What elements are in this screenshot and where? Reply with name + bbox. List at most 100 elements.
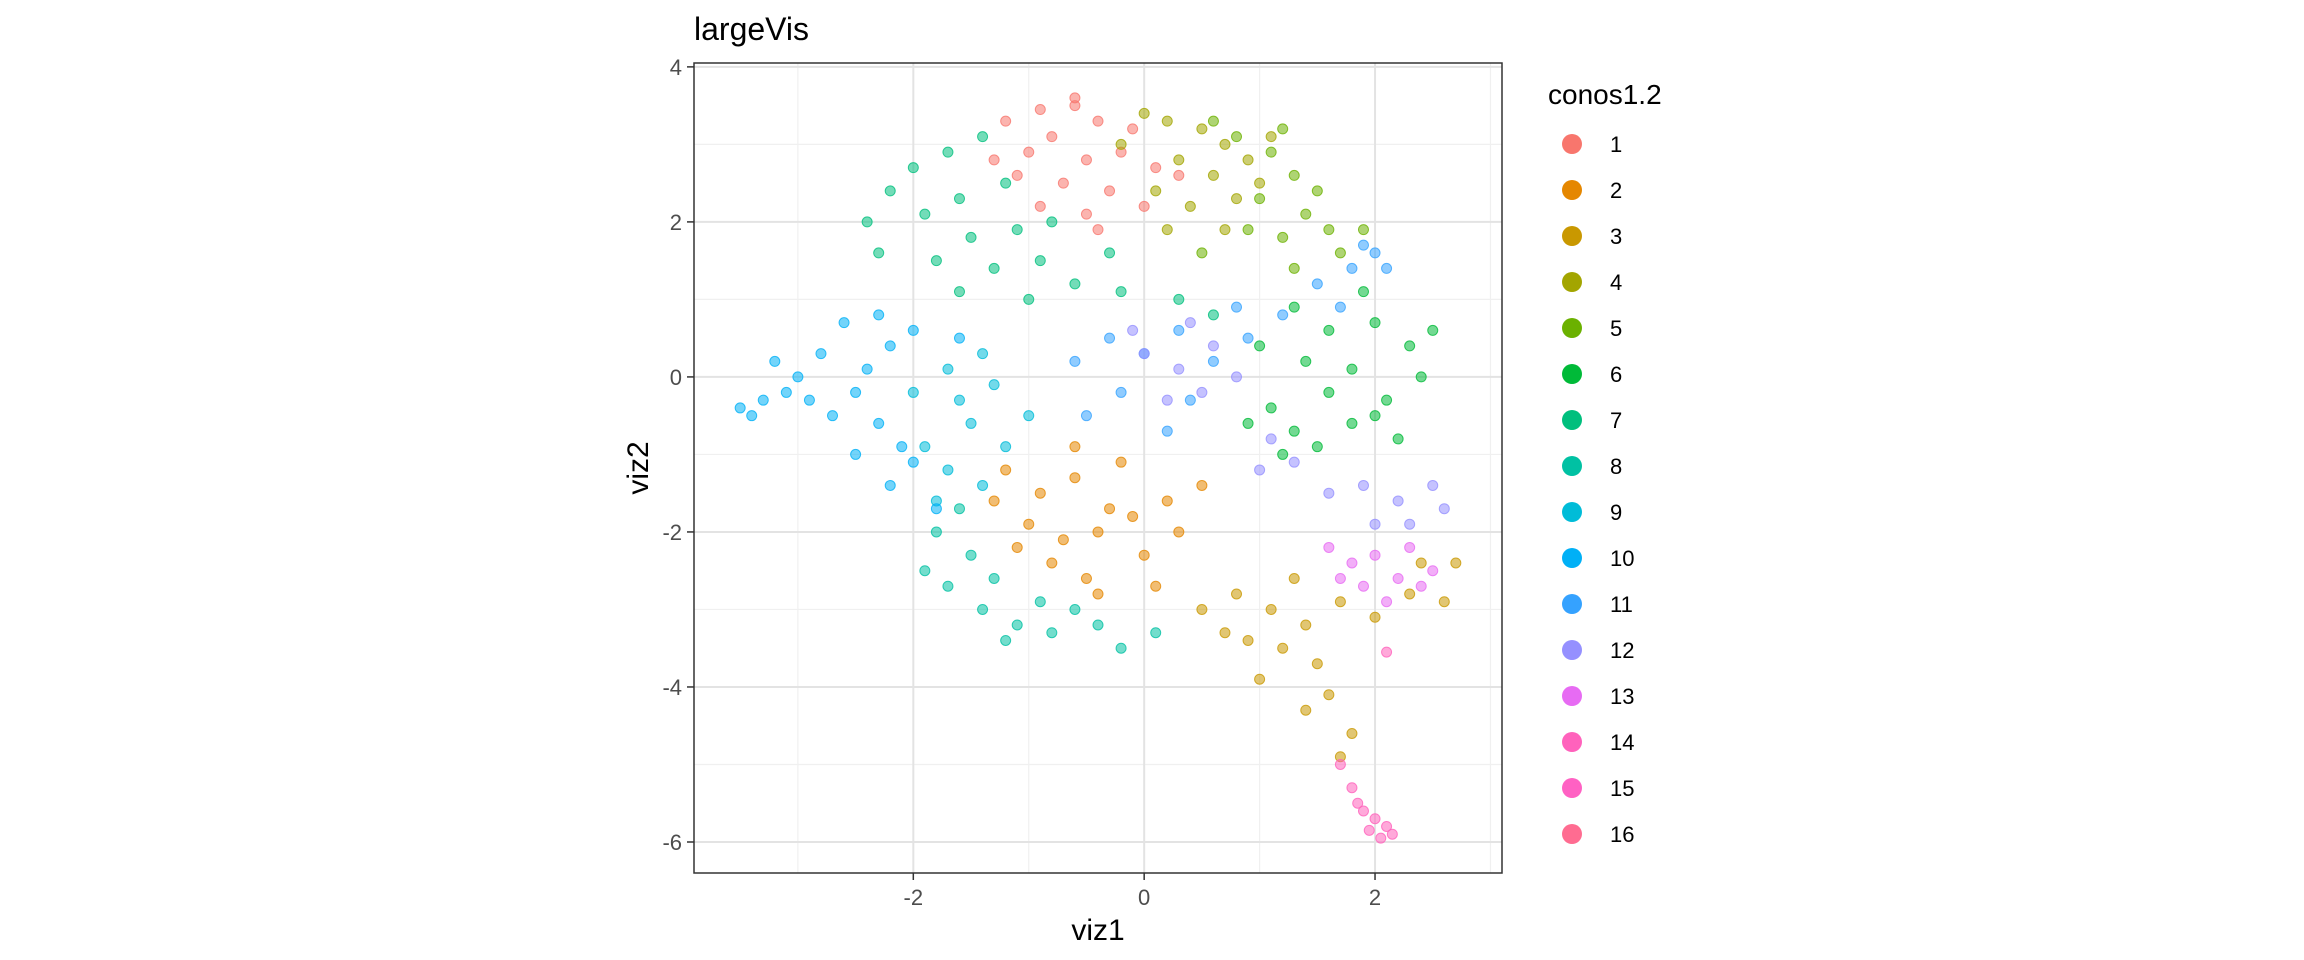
data-point xyxy=(1334,596,1346,608)
data-point xyxy=(1057,177,1069,189)
data-point xyxy=(1092,588,1104,600)
data-point xyxy=(1357,580,1369,592)
data-point xyxy=(803,394,815,406)
legend-label: 1 xyxy=(1610,132,1622,157)
legend-label: 8 xyxy=(1610,454,1622,479)
data-point xyxy=(896,441,908,453)
data-point xyxy=(1381,820,1393,832)
data-point xyxy=(1161,394,1173,406)
legend-label: 13 xyxy=(1610,684,1634,709)
legend-item: 14 xyxy=(1562,730,1634,755)
data-point xyxy=(1219,138,1231,150)
data-point xyxy=(1034,596,1046,608)
data-point xyxy=(1357,224,1369,236)
data-point xyxy=(884,479,896,491)
data-point xyxy=(1300,208,1312,220)
data-point xyxy=(1069,441,1081,453)
data-point xyxy=(930,503,942,515)
legend-item: 10 xyxy=(1562,546,1634,571)
series-3 xyxy=(1196,557,1462,763)
data-point xyxy=(850,448,862,460)
legend-swatch xyxy=(1562,594,1582,614)
data-point xyxy=(1254,464,1266,476)
data-point xyxy=(1277,448,1289,460)
legend-title: conos1.2 xyxy=(1548,79,1662,110)
data-point xyxy=(1023,146,1035,158)
data-point xyxy=(1300,355,1312,367)
data-point xyxy=(873,309,885,321)
data-point xyxy=(1127,324,1139,336)
data-point xyxy=(1057,534,1069,546)
data-point xyxy=(734,402,746,414)
data-point xyxy=(1150,580,1162,592)
data-point xyxy=(1115,456,1127,468)
data-point xyxy=(1438,596,1450,608)
data-point xyxy=(1000,441,1012,453)
series-13 xyxy=(1323,541,1439,608)
legend-swatch xyxy=(1562,364,1582,384)
data-point xyxy=(1404,518,1416,530)
data-point xyxy=(1254,340,1266,352)
data-point xyxy=(1150,185,1162,197)
legend-swatch xyxy=(1562,226,1582,246)
legend-swatch xyxy=(1562,318,1582,338)
legend-item: 15 xyxy=(1562,776,1634,801)
data-point xyxy=(1415,580,1427,592)
data-point xyxy=(1242,224,1254,236)
legend-item: 5 xyxy=(1562,316,1622,341)
data-point xyxy=(1427,479,1439,491)
data-point xyxy=(1357,286,1369,298)
data-point xyxy=(942,580,954,592)
data-point xyxy=(1242,154,1254,166)
data-point xyxy=(1069,603,1081,615)
legend-item: 7 xyxy=(1562,408,1622,433)
data-point xyxy=(1242,417,1254,429)
data-point xyxy=(1138,348,1150,360)
legend-swatch xyxy=(1562,548,1582,568)
data-point xyxy=(977,603,989,615)
legend-item: 12 xyxy=(1562,638,1634,663)
data-point xyxy=(1346,363,1358,375)
data-point xyxy=(1184,394,1196,406)
data-point xyxy=(1265,131,1277,143)
data-point xyxy=(1300,704,1312,716)
data-point xyxy=(1127,123,1139,135)
legend-label: 15 xyxy=(1610,776,1634,801)
data-point xyxy=(1161,115,1173,127)
legend-label: 9 xyxy=(1610,500,1622,525)
legend-label: 2 xyxy=(1610,178,1622,203)
legend-item: 9 xyxy=(1562,500,1622,525)
data-point xyxy=(1104,503,1116,515)
data-point xyxy=(1323,324,1335,336)
data-point xyxy=(1092,115,1104,127)
series-10 xyxy=(734,309,965,515)
data-point xyxy=(1357,479,1369,491)
data-point xyxy=(1323,224,1335,236)
data-point xyxy=(1404,588,1416,600)
data-point xyxy=(1404,541,1416,553)
data-point xyxy=(873,247,885,259)
data-point xyxy=(1000,177,1012,189)
data-point xyxy=(1000,634,1012,646)
legend-label: 16 xyxy=(1610,822,1634,847)
data-point xyxy=(988,379,1000,391)
data-point xyxy=(1242,634,1254,646)
data-point xyxy=(1080,410,1092,422)
data-point xyxy=(965,549,977,561)
data-point xyxy=(1161,224,1173,236)
data-point xyxy=(1369,247,1381,259)
data-point xyxy=(1346,417,1358,429)
data-point xyxy=(1231,588,1243,600)
data-point xyxy=(1219,224,1231,236)
series-8 xyxy=(919,503,1162,654)
data-point xyxy=(1288,425,1300,437)
plot-panel-border xyxy=(693,62,1503,874)
legend-label: 3 xyxy=(1610,224,1622,249)
data-point xyxy=(1011,224,1023,236)
data-point xyxy=(1288,301,1300,313)
data-point xyxy=(1184,200,1196,212)
data-point xyxy=(1115,286,1127,298)
data-point xyxy=(919,565,931,577)
